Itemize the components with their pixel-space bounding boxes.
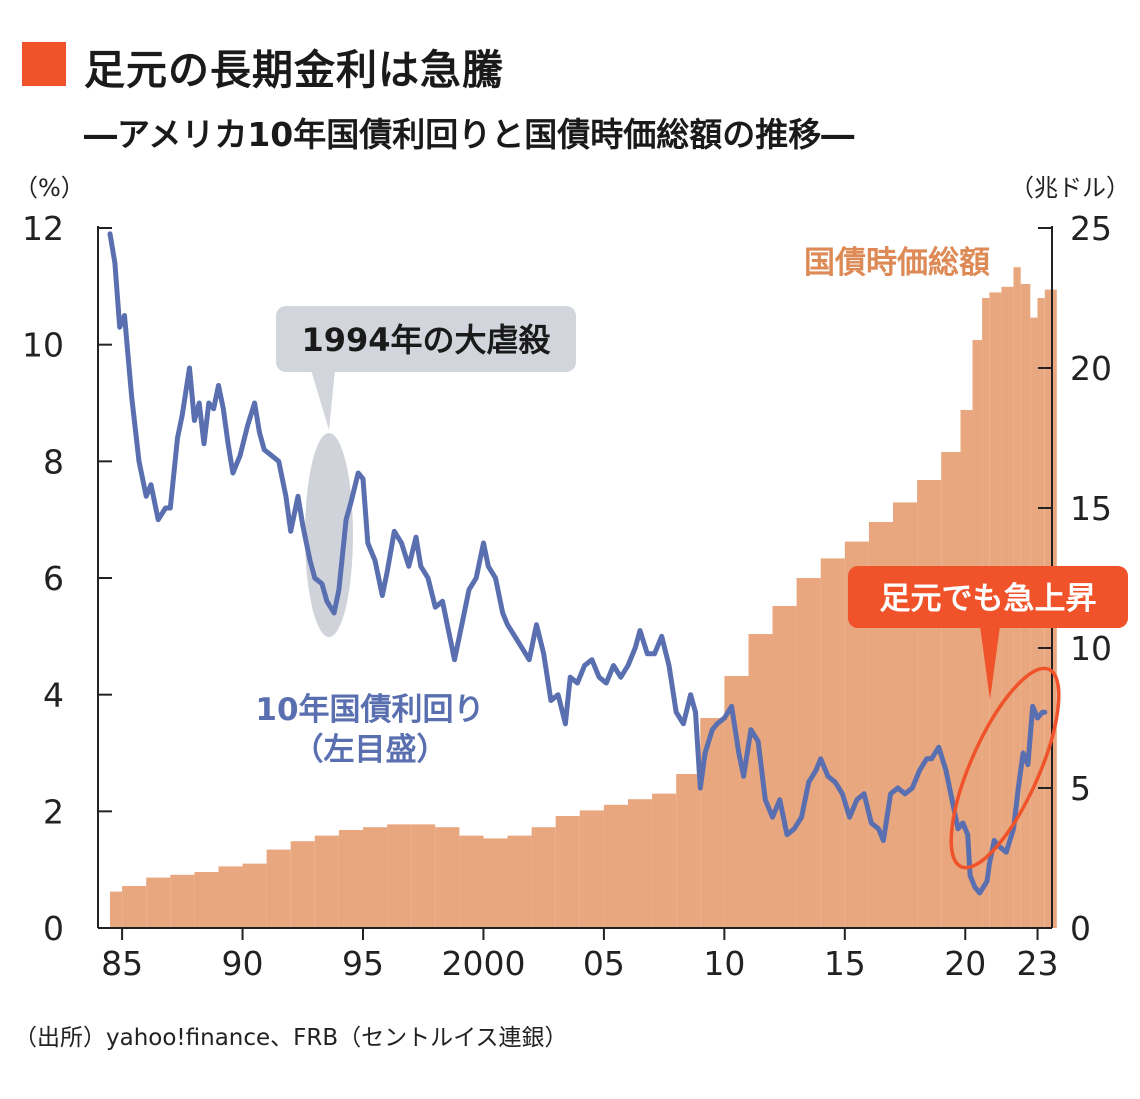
market-value-bar xyxy=(796,578,821,928)
left-axis-tick-label: 12 xyxy=(22,209,64,248)
market-value-series-label: 国債時価総額 xyxy=(804,245,990,281)
left-axis-unit: （%） xyxy=(14,174,85,202)
market-value-bar xyxy=(363,827,388,928)
right-axis-unit: （兆ドル） xyxy=(1010,174,1130,202)
left-axis-tick-label: 8 xyxy=(43,442,64,481)
x-axis-tick-label: 23 xyxy=(1017,944,1059,983)
left-axis-tick-label: 0 xyxy=(43,909,64,948)
1994-callout-text: 1994年の大虐殺 xyxy=(301,321,551,359)
right-axis-tick-label: 15 xyxy=(1070,489,1112,528)
x-axis-tick-label: 15 xyxy=(824,944,866,983)
market-value-bar xyxy=(555,816,580,928)
market-value-bar xyxy=(941,452,961,928)
right-axis-tick-label: 20 xyxy=(1070,349,1112,388)
left-axis-tick-label: 6 xyxy=(43,559,64,598)
right-axis-tick-label: 25 xyxy=(1070,209,1112,248)
recent-callout-pointer xyxy=(980,626,1000,700)
market-value-bar xyxy=(411,824,436,928)
market-value-bar xyxy=(507,835,532,928)
market-value-bar xyxy=(387,824,412,928)
market-value-bar xyxy=(218,866,243,928)
x-axis-tick-label: 90 xyxy=(222,944,264,983)
market-value-bar xyxy=(724,676,749,928)
right-axis-tick-label: 0 xyxy=(1070,909,1091,948)
market-value-bar xyxy=(242,863,267,928)
market-value-bar xyxy=(338,830,363,928)
recent-highlight-ellipse xyxy=(949,666,1061,870)
x-axis-tick-label: 2000 xyxy=(441,944,525,983)
market-value-bar xyxy=(628,799,653,928)
market-value-bar xyxy=(122,886,147,928)
title-accent-square xyxy=(22,42,66,86)
market-value-bar xyxy=(960,410,973,928)
market-value-bar xyxy=(194,872,219,928)
market-value-bar xyxy=(917,480,942,928)
left-axis-tick-label: 2 xyxy=(43,792,64,831)
market-value-bar xyxy=(170,874,195,928)
x-axis-tick-label: 85 xyxy=(101,944,143,983)
market-value-bar xyxy=(459,835,484,928)
chart-subtitle: ―アメリカ10年国債利回りと国債時価総額の推移― xyxy=(84,115,855,154)
chart-title: 足元の長期金利は急騰 xyxy=(84,46,504,94)
left-axis-tick-label: 10 xyxy=(22,326,64,365)
market-value-bar xyxy=(652,793,677,928)
market-value-bar xyxy=(266,849,291,928)
x-axis-tick-label: 10 xyxy=(703,944,745,983)
market-value-bar xyxy=(483,838,508,928)
recent-callout-box xyxy=(848,566,1128,628)
market-value-bar xyxy=(676,774,701,928)
market-value-bar xyxy=(820,558,845,928)
source-note: （出所）yahoo!finance、FRB（セントルイス連銀） xyxy=(14,1025,568,1051)
market-value-bar xyxy=(146,877,171,928)
market-value-bar xyxy=(110,891,122,928)
right-axis-tick-label: 10 xyxy=(1070,629,1112,668)
market-value-bar xyxy=(314,835,339,928)
yield-series-label-line1: 10年国債利回り xyxy=(255,692,484,728)
market-value-bars xyxy=(110,267,1057,929)
x-axis-tick-label: 20 xyxy=(944,944,986,983)
market-value-bar xyxy=(772,606,797,928)
market-value-bar xyxy=(603,804,628,928)
yield-line xyxy=(107,231,1048,896)
left-axis-tick-label: 4 xyxy=(43,676,64,715)
recent-callout-text: 足元でも急上昇 xyxy=(880,581,1097,617)
yield-series-label-line2: （左目盛） xyxy=(293,732,448,768)
market-value-bar xyxy=(290,841,315,928)
right-axis-tick-label: 5 xyxy=(1070,769,1091,808)
1994-callout-pointer xyxy=(311,370,335,430)
market-value-bar xyxy=(531,827,556,928)
market-value-bar xyxy=(435,827,460,928)
x-axis-tick-label: 95 xyxy=(342,944,384,983)
1994-callout-box xyxy=(276,306,576,372)
market-value-bar xyxy=(579,810,604,928)
x-axis-tick-label: 05 xyxy=(583,944,625,983)
market-value-bar xyxy=(972,340,983,928)
